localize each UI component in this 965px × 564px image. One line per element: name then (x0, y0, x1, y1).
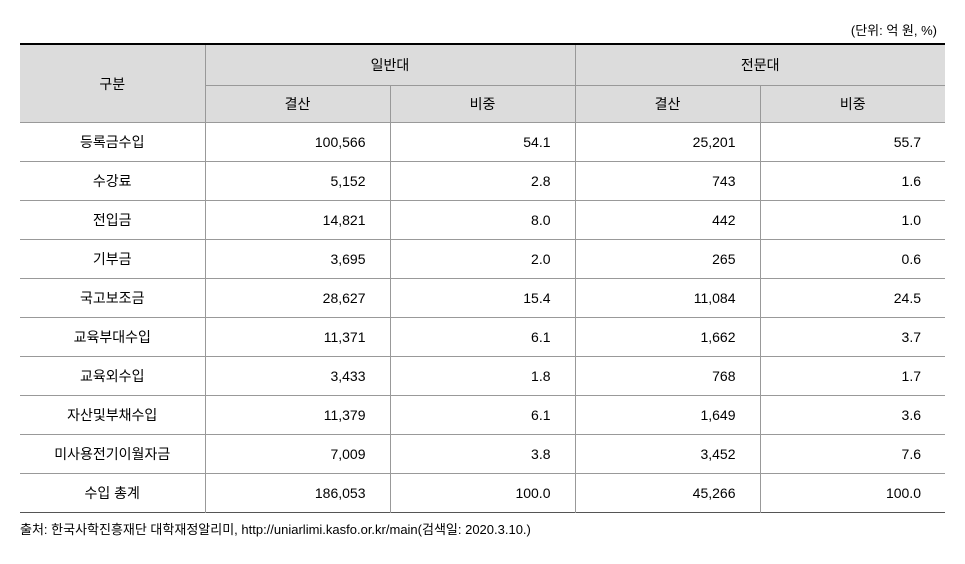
cell-value: 3,433 (205, 357, 390, 396)
cell-value: 768 (575, 357, 760, 396)
cell-value: 3.7 (760, 318, 945, 357)
cell-value: 6.1 (390, 318, 575, 357)
cell-value: 55.7 (760, 123, 945, 162)
cell-value: 6.1 (390, 396, 575, 435)
row-label: 자산및부채수입 (20, 396, 205, 435)
header-row-1: 구분 일반대 전문대 (20, 44, 945, 86)
cell-value: 25,201 (575, 123, 760, 162)
header-group-2: 전문대 (575, 44, 945, 86)
table-row: 기부금3,6952.02650.6 (20, 240, 945, 279)
cell-value: 3.6 (760, 396, 945, 435)
row-label: 미사용전기이월자금 (20, 435, 205, 474)
data-table: 구분 일반대 전문대 결산 비중 결산 비중 등록금수입100,56654.12… (20, 43, 945, 513)
cell-value: 2.8 (390, 162, 575, 201)
cell-value: 1.7 (760, 357, 945, 396)
row-label: 교육부대수입 (20, 318, 205, 357)
row-label: 등록금수입 (20, 123, 205, 162)
table-body: 등록금수입100,56654.125,20155.7수강료5,1522.8743… (20, 123, 945, 513)
cell-value: 743 (575, 162, 760, 201)
cell-value: 1.0 (760, 201, 945, 240)
cell-value: 24.5 (760, 279, 945, 318)
row-label: 국고보조금 (20, 279, 205, 318)
table-header: 구분 일반대 전문대 결산 비중 결산 비중 (20, 44, 945, 123)
cell-value: 442 (575, 201, 760, 240)
row-label: 기부금 (20, 240, 205, 279)
row-label: 전입금 (20, 201, 205, 240)
table-row: 국고보조금28,62715.411,08424.5 (20, 279, 945, 318)
table-row: 등록금수입100,56654.125,20155.7 (20, 123, 945, 162)
cell-value: 1,649 (575, 396, 760, 435)
cell-value: 11,379 (205, 396, 390, 435)
unit-label: (단위: 억 원, %) (20, 20, 945, 39)
cell-value: 265 (575, 240, 760, 279)
table-row: 교육부대수입11,3716.11,6623.7 (20, 318, 945, 357)
header-group-1: 일반대 (205, 44, 575, 86)
cell-value: 1.6 (760, 162, 945, 201)
row-label: 교육외수입 (20, 357, 205, 396)
cell-value: 7,009 (205, 435, 390, 474)
cell-value: 0.6 (760, 240, 945, 279)
cell-value: 45,266 (575, 474, 760, 513)
table-row: 전입금14,8218.04421.0 (20, 201, 945, 240)
cell-value: 28,627 (205, 279, 390, 318)
cell-value: 3,452 (575, 435, 760, 474)
cell-value: 2.0 (390, 240, 575, 279)
cell-value: 1,662 (575, 318, 760, 357)
cell-value: 11,371 (205, 318, 390, 357)
header-sub-3: 결산 (575, 86, 760, 123)
cell-value: 1.8 (390, 357, 575, 396)
row-label: 수강료 (20, 162, 205, 201)
header-sub-2: 비중 (390, 86, 575, 123)
cell-value: 186,053 (205, 474, 390, 513)
header-sub-1: 결산 (205, 86, 390, 123)
cell-value: 5,152 (205, 162, 390, 201)
cell-value: 54.1 (390, 123, 575, 162)
header-sub-4: 비중 (760, 86, 945, 123)
cell-value: 3.8 (390, 435, 575, 474)
table-row: 수입 총계186,053100.045,266100.0 (20, 474, 945, 513)
cell-value: 100,566 (205, 123, 390, 162)
cell-value: 11,084 (575, 279, 760, 318)
header-category: 구분 (20, 44, 205, 123)
table-row: 수강료5,1522.87431.6 (20, 162, 945, 201)
cell-value: 7.6 (760, 435, 945, 474)
source-footer: 출처: 한국사학진흥재단 대학재정알리미, http://uniarlimi.k… (20, 519, 945, 538)
cell-value: 100.0 (390, 474, 575, 513)
table-row: 교육외수입3,4331.87681.7 (20, 357, 945, 396)
cell-value: 3,695 (205, 240, 390, 279)
table-row: 자산및부채수입11,3796.11,6493.6 (20, 396, 945, 435)
cell-value: 100.0 (760, 474, 945, 513)
table-row: 미사용전기이월자금7,0093.83,4527.6 (20, 435, 945, 474)
cell-value: 8.0 (390, 201, 575, 240)
row-label: 수입 총계 (20, 474, 205, 513)
cell-value: 14,821 (205, 201, 390, 240)
cell-value: 15.4 (390, 279, 575, 318)
